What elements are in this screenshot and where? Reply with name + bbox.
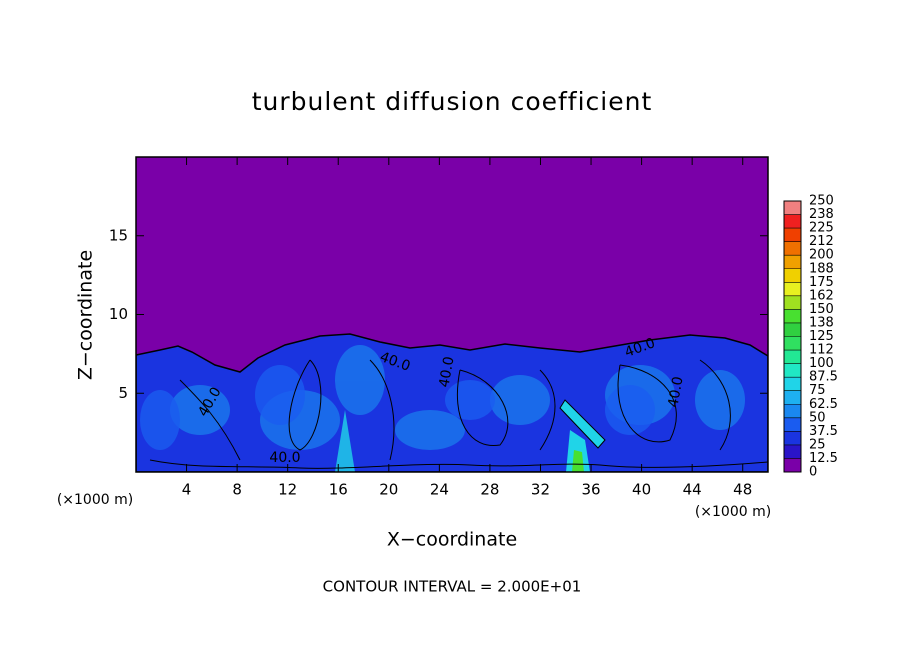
colorbar-label: 100 [809,356,834,371]
colorbar-bin [784,363,801,378]
colorbar-label: 150 [809,302,834,317]
colorbar-bin [784,390,801,405]
contour-label: 40.0 [269,450,300,466]
x-unit: (×1000 m) [695,504,771,520]
x-unit: (×1000 m) [57,492,133,508]
colorbar-label: 225 [809,221,834,236]
x-tick-label: 28 [480,481,499,499]
colorbar-label: 112 [809,343,834,358]
x-tick-label: 48 [733,481,752,499]
colorbar-label: 37.5 [809,424,838,439]
colorbar-label: 188 [809,261,834,276]
colorbar-bin [784,228,801,242]
colorbar-bin [784,417,801,432]
x-tick-label: 40 [632,481,651,499]
field-image [136,157,768,472]
colorbar-bin [784,255,801,269]
colorbar-bin [784,336,801,351]
colorbar-bin [784,458,801,472]
y-tick-label: 15 [109,226,128,244]
colorbar-bin [784,404,801,418]
colorbar-label: 250 [809,194,834,209]
x-axis-label: X−coordinate [387,529,517,551]
y-axis-label: Z−coordinate [75,250,97,380]
x-tick-label: 32 [531,481,550,499]
colorbar-bin [784,282,801,296]
x-tick-label: 36 [581,481,600,499]
colorbar-label: 25 [809,437,826,452]
y-tick-label: 10 [109,305,128,323]
colorbar-label: 200 [809,248,834,263]
colorbar-bin [784,268,801,283]
x-tick-label: 44 [683,481,702,499]
x-tick-label: 24 [430,481,449,499]
contour-label: 40.0 [665,375,686,408]
colorbar-label: 50 [809,410,826,425]
colorbar-label: 212 [809,234,834,249]
colorbar-label: 175 [809,275,834,290]
x-tick-label: 4 [182,481,192,499]
colorbar-label: 125 [809,329,834,344]
colorbar-bin [784,201,801,215]
contour-label: 40.0 [436,355,457,388]
colorbar-label: 162 [809,288,834,303]
colorbar-bin [784,444,801,459]
colorbar-label: 238 [809,207,834,222]
colorbar-bin [784,214,801,229]
colorbar-bin [784,350,801,364]
colorbar-label: 138 [809,315,834,330]
footer-note: CONTOUR INTERVAL = 2.000E+01 [323,578,582,596]
colorbar-label: 87.5 [809,370,838,385]
colorbar-label: 0 [809,465,817,480]
chart-title: turbulent diffusion coefficient [252,87,653,116]
x-tick-label: 16 [329,481,348,499]
colorbar-bin [784,309,801,323]
colorbar-bin [784,241,801,256]
x-tick-label: 20 [379,481,398,499]
colorbar-bin [784,377,801,391]
colorbar-bin [784,295,801,310]
colorbar-label: 12.5 [809,451,838,466]
colorbar-bin [784,322,801,337]
x-tick-label: 12 [278,481,297,499]
colorbar-label: 75 [809,383,826,398]
colorbar-label: 62.5 [809,397,838,412]
y-tick-label: 5 [118,384,128,402]
x-tick-label: 8 [232,481,242,499]
colorbar-bin [784,431,801,445]
